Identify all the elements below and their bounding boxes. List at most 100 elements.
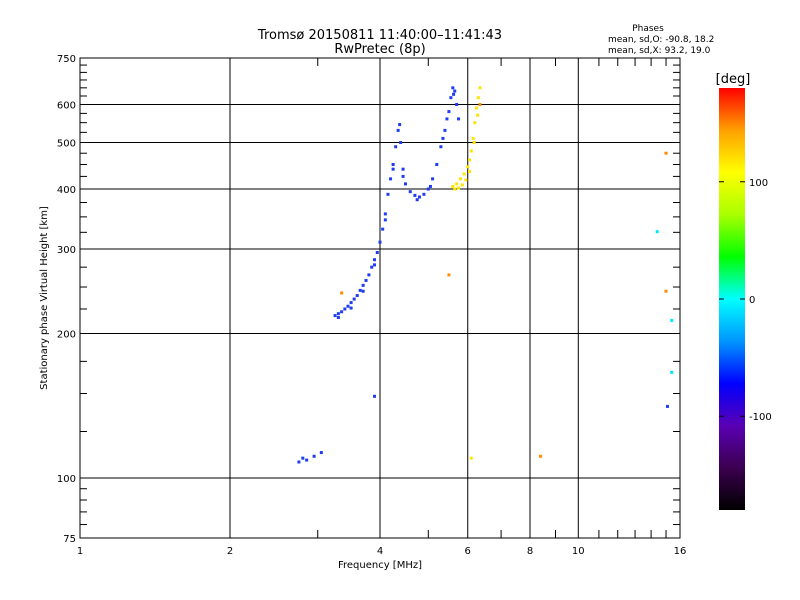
phase-stats-title: Phases (632, 24, 664, 34)
data-point (336, 315, 340, 319)
y-tick-label: 500 (57, 139, 76, 150)
data-point (391, 162, 395, 166)
data-point (396, 128, 400, 132)
data-point (478, 103, 482, 107)
y-tick-label: 300 (57, 245, 76, 256)
data-point (428, 184, 432, 188)
phase-stats-x: mean, sd,X: 93.2, 19.0 (608, 46, 711, 56)
data-point (458, 177, 462, 181)
data-point (364, 278, 368, 282)
data-point (664, 289, 668, 293)
data-point (451, 184, 455, 188)
data-point (451, 86, 455, 90)
data-point (383, 212, 387, 216)
data-point (381, 227, 385, 231)
data-point (478, 86, 482, 90)
data-point (373, 394, 377, 398)
data-point (453, 89, 457, 93)
data-point (457, 186, 461, 190)
data-point (445, 117, 449, 121)
x-tick-label: 4 (377, 546, 383, 557)
data-point (466, 165, 470, 169)
data-point (453, 187, 457, 191)
chart-title: Tromsø 20150811 11:40:00–11:41:43 (257, 28, 502, 43)
data-point (413, 193, 417, 197)
data-point (301, 456, 305, 460)
data-point (415, 198, 419, 202)
data-point (664, 151, 668, 155)
data-point (346, 304, 350, 308)
x-tick-label: 6 (465, 546, 471, 557)
data-point (447, 273, 451, 277)
data-point (475, 106, 479, 110)
data-point (469, 456, 473, 460)
data-point (370, 265, 374, 269)
x-tick-label: 8 (527, 546, 533, 557)
data-point (389, 177, 393, 181)
x-tick-label: 2 (227, 546, 233, 557)
data-point (361, 289, 365, 293)
data-point (476, 113, 480, 117)
data-point (340, 291, 344, 295)
data-point (349, 306, 353, 310)
data-point (349, 301, 353, 305)
data-point (460, 183, 464, 187)
data-point (399, 141, 403, 145)
data-point (457, 117, 461, 121)
y-tick-label: 75 (63, 534, 76, 545)
data-point (447, 110, 451, 114)
data-point (394, 145, 398, 149)
data-point (319, 451, 323, 455)
data-point (469, 149, 473, 153)
colorbar-tick-label: 100 (749, 178, 768, 189)
data-point (665, 404, 669, 408)
data-point (305, 458, 309, 462)
x-tick-label: 10 (572, 546, 585, 557)
y-tick-label: 600 (57, 101, 76, 112)
data-point (476, 96, 480, 100)
data-point (361, 283, 365, 287)
x-tick-labels: 1 2 4 6 8 10 16 (77, 546, 687, 557)
data-point (403, 182, 407, 186)
data-point (449, 96, 453, 100)
data-point (378, 240, 382, 244)
data-point (462, 172, 466, 176)
y-tick-labels: 75 100 200 300 400 500 600 750 (57, 54, 76, 545)
x-tick-label: 1 (77, 546, 83, 557)
data-point (417, 195, 421, 199)
phase-stats-o: mean, sd,O: -90.8, 18.2 (608, 35, 714, 45)
grid-lines (80, 58, 680, 538)
data-point (383, 218, 387, 222)
data-point (435, 162, 439, 166)
data-point (367, 273, 371, 277)
data-point (441, 136, 445, 140)
data-point (401, 167, 405, 171)
data-point (386, 192, 390, 196)
data-point (670, 370, 674, 374)
data-point (539, 454, 543, 458)
data-point (373, 258, 377, 262)
y-axis-label: Stationary phase Virtual Height [km] (39, 206, 50, 390)
data-points (297, 86, 674, 464)
data-point (426, 187, 430, 191)
data-point (655, 230, 659, 234)
data-point (472, 141, 476, 145)
data-point (473, 121, 477, 125)
colorbar-tick-label: 0 (749, 295, 755, 306)
data-point (431, 177, 435, 181)
data-point (464, 178, 468, 182)
chart-subtitle: RwPretec (8p) (334, 42, 425, 57)
x-axis-label: Frequency [MHz] (338, 560, 422, 571)
data-point (455, 182, 459, 186)
data-point (443, 128, 447, 132)
data-point (340, 310, 344, 314)
data-point (408, 190, 412, 194)
data-point (373, 263, 377, 267)
colorbar-ticks: 100 0 -100 (719, 178, 772, 423)
data-point (297, 460, 301, 464)
y-tick-label: 750 (57, 54, 76, 65)
data-point (422, 192, 426, 196)
colorbar-label: [deg] (716, 72, 751, 87)
data-point (333, 314, 337, 318)
